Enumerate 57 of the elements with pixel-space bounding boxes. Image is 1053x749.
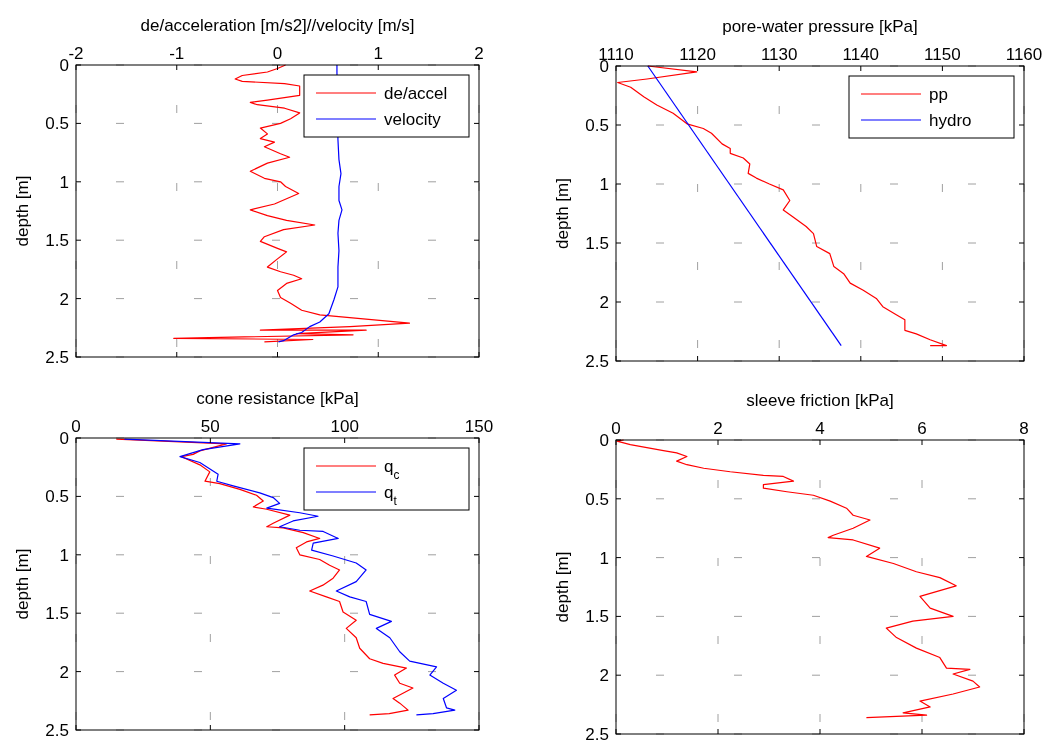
x-tick-label: 1160 (1005, 45, 1043, 64)
x-tick-label: 100 (330, 417, 359, 436)
y-axis-title: depth [m] (13, 548, 32, 620)
y-tick-label: 0.5 (45, 487, 69, 507)
y-axis-title: depth [m] (553, 178, 572, 249)
x-axis-title: pore-water pressure [kPa] (722, 17, 918, 36)
x-tick-label: 1150 (924, 45, 961, 64)
x-tick-label: 0 (71, 417, 81, 436)
y-tick-label: 2.5 (585, 725, 609, 744)
y-tick-label: 0.5 (585, 116, 609, 135)
y-tick-label: 2 (599, 293, 609, 312)
x-tick-label: 1130 (760, 45, 798, 64)
line-series (115, 438, 414, 716)
line-series (123, 438, 458, 716)
y-tick-label: 0.5 (45, 114, 69, 134)
y-tick-label: 2.5 (585, 352, 609, 371)
y-axis-title: depth [m] (13, 175, 32, 247)
x-tick-label: 0 (611, 419, 621, 438)
y-tick-label: 1 (599, 175, 609, 194)
x-axis-title: cone resistance [kPa] (196, 389, 359, 408)
y-tick-label: 1.5 (585, 607, 609, 627)
legend-label: hydro (929, 111, 972, 130)
x-tick-label: -1 (169, 44, 185, 63)
legend-label: q$_{t}$ (384, 483, 398, 508)
x-axis-title: sleeve friction [kPa] (746, 391, 894, 410)
x-axis-title: de/acceleration [m/s2]//velocity [m/s] (140, 16, 415, 35)
y-tick-label: 1 (59, 545, 69, 565)
y-tick-label: 1 (59, 172, 69, 192)
legend-label: q$_{c}$ (384, 457, 400, 482)
y-tick-label: 2 (59, 662, 69, 682)
y-tick-label: 1 (599, 548, 609, 568)
y-tick-label: 2.5 (45, 348, 69, 367)
legend-label: pp (929, 85, 948, 104)
y-tick-label: 1.5 (585, 234, 609, 253)
x-tick-label: 1120 (679, 45, 716, 64)
legend-label: velocity (384, 110, 442, 129)
x-tick-label: 1 (373, 44, 383, 63)
legend-label: de/accel (384, 84, 448, 103)
y-tick-label: 0.5 (585, 489, 609, 509)
x-tick-label: 1140 (842, 45, 880, 64)
x-tick-label: 8 (1019, 419, 1029, 438)
y-tick-label: 2.5 (45, 721, 69, 740)
x-tick-label: 0 (272, 44, 283, 63)
y-tick-label: 1.5 (45, 231, 69, 251)
x-tick-label: 150 (464, 417, 494, 436)
y-tick-label: 2 (59, 289, 69, 309)
x-tick-label: -2 (68, 44, 84, 63)
y-tick-label: 1.5 (45, 604, 69, 624)
x-tick-label: 2 (713, 419, 723, 438)
y-tick-label: 2 (599, 666, 609, 686)
x-tick-label: 2 (474, 44, 484, 63)
x-tick-label: 6 (917, 419, 927, 438)
y-axis-title: depth [m] (553, 551, 572, 623)
line-series (616, 439, 981, 719)
y-tick-label: 0 (599, 431, 609, 450)
x-tick-label: 50 (200, 417, 220, 436)
x-tick-label: 4 (815, 419, 825, 438)
